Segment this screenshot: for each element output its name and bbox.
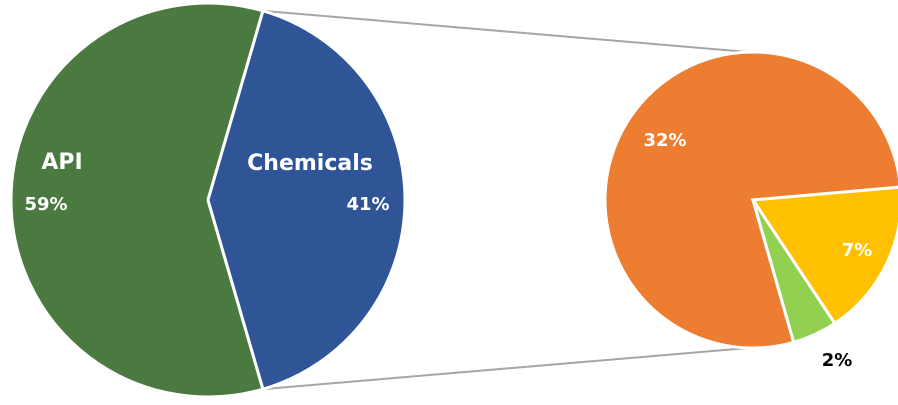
slice-value-chemicals: 41%	[346, 194, 389, 215]
slice-chemicals[interactable]	[206, 8, 407, 392]
main-pie: API 59% Chemicals 41%	[9, 1, 407, 399]
connector-line-top	[262, 9, 749, 53]
slice-api[interactable]	[9, 1, 265, 399]
slice-label-chemicals: Chemicals	[247, 151, 373, 176]
slice-label-api: API	[41, 150, 82, 175]
slice-value-7-percent: 7%	[842, 240, 873, 261]
secondary-pie: 32% 7% 2%	[603, 50, 898, 371]
slice-value-32-percent: 32%	[643, 130, 686, 151]
slice-7-percent[interactable]	[750, 185, 898, 326]
slice-value-api: 59%	[24, 194, 67, 215]
connector-line-bottom	[262, 347, 749, 391]
slice-value-2-percent: 2%	[822, 350, 853, 371]
slice-2-percent[interactable]	[751, 199, 837, 345]
